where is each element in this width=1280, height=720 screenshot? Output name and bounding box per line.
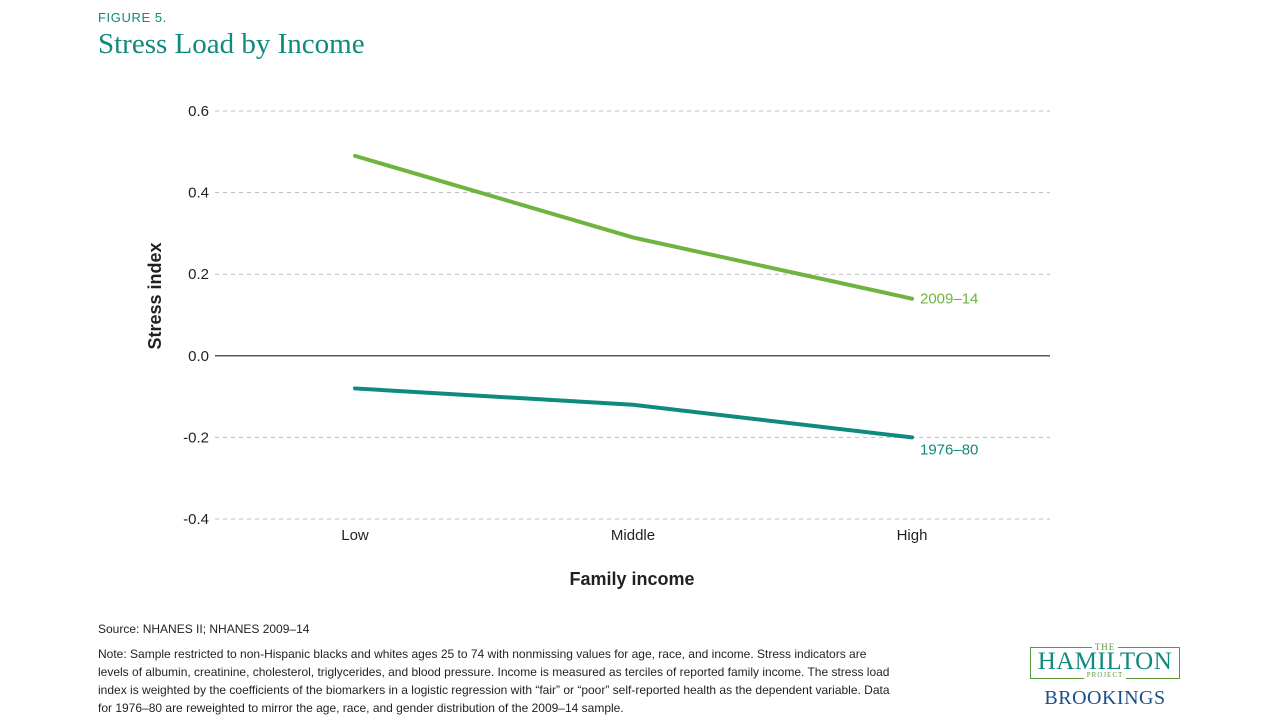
x-tick-label: Low (341, 527, 369, 544)
series-line (353, 386, 914, 440)
line-chart: 0.6 0.4 0.2 0.0 -0.2 -0.4 Low Middle High 2009–… (145, 103, 1050, 589)
x-tick-labels: Low Middle High (341, 527, 927, 544)
series-lines: 2009–14 1976–80 (353, 153, 978, 458)
x-tick-label: Middle (611, 527, 655, 544)
y-tick-labels: 0.6 0.4 0.2 0.0 -0.2 -0.4 (183, 103, 209, 528)
series-line (353, 153, 914, 301)
y-tick-label: -0.2 (183, 429, 209, 446)
logo-project-text: PROJECT (1030, 671, 1180, 679)
y-tick-label: 0.0 (188, 348, 209, 365)
y-axis-label: Stress index (145, 242, 165, 349)
y-tick-label: 0.6 (188, 103, 209, 120)
series-label: 2009–14 (920, 291, 978, 308)
source-note: Source: NHANES II; NHANES 2009–14 (98, 622, 310, 636)
y-tick-label: 0.4 (188, 185, 209, 202)
logo-the-text: THE (1030, 642, 1180, 652)
x-tick-label: High (897, 527, 928, 544)
series-label: 1976–80 (920, 441, 978, 458)
figure-label: FIGURE 5. (98, 10, 167, 25)
x-axis-label: Family income (569, 569, 694, 589)
y-tick-label: -0.4 (183, 511, 209, 528)
logo-hamilton-text: HAMILTON (1037, 648, 1173, 675)
note-text: Note: Sample restricted to non-Hispanic … (98, 647, 890, 715)
hamilton-project-logo: THE HAMILTON PROJECT BROOKINGS (1030, 642, 1180, 712)
chart-title: Stress Load by Income (98, 28, 365, 60)
y-tick-label: 0.2 (188, 266, 209, 283)
grid-lines (215, 110, 1050, 520)
brookings-logo-text: BROOKINGS (1044, 687, 1166, 709)
